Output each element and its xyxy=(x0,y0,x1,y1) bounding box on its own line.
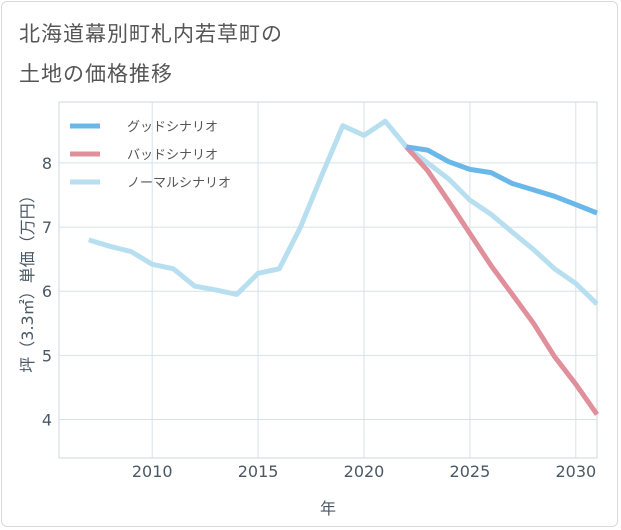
series-lines xyxy=(87,118,600,416)
plot-frame xyxy=(58,101,598,459)
legend-label-1: バッドシナリオ xyxy=(127,148,218,163)
grid-lines xyxy=(58,101,598,459)
x-tick-label: 2015 xyxy=(238,462,279,481)
y-tick-label: 7 xyxy=(42,218,52,237)
legend-label-2: ノーマルシナリオ xyxy=(127,176,231,191)
y-tick-label: 6 xyxy=(42,282,52,301)
x-axis-label: 年 xyxy=(320,499,336,518)
x-tick-label: 2025 xyxy=(450,462,491,481)
y-tick-label: 5 xyxy=(42,346,52,365)
y-tick-label: 8 xyxy=(42,154,52,173)
x-tick-label: 2030 xyxy=(555,462,596,481)
x-tick-label: 2020 xyxy=(344,462,385,481)
series-line-2 xyxy=(87,118,599,306)
chart-title-line-2: 土地の価格推移 xyxy=(19,62,173,86)
legend-label-0: グッドシナリオ xyxy=(127,120,218,135)
series-line-1 xyxy=(404,145,600,416)
series-line-0 xyxy=(406,144,598,216)
x-tick-label: 2010 xyxy=(132,462,173,481)
y-tick-label: 4 xyxy=(42,411,52,430)
axis-ticks: 2010 2015 2020 2025 2030 4 5 6 7 8 xyxy=(42,154,596,481)
y-axis-label: 坪（3.3㎡）単価（万円） xyxy=(18,187,37,372)
chart-title-line-1: 北海道幕別町札内若草町の xyxy=(19,22,283,46)
